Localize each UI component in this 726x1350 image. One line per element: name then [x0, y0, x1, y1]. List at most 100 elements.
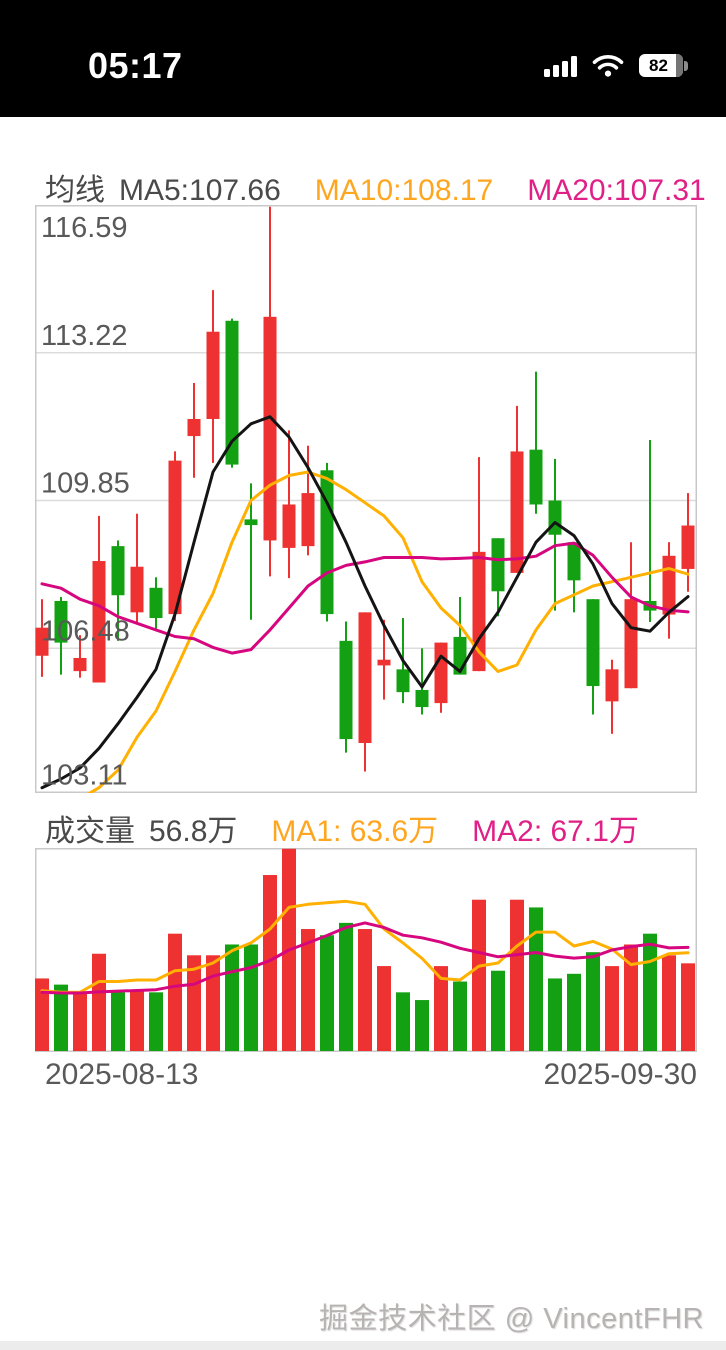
volume-chart[interactable]: [35, 848, 697, 1052]
volume-bar: [453, 981, 467, 1051]
volume-bar: [586, 952, 600, 1051]
y-tick-label: 109.85: [41, 468, 130, 500]
candle-body: [339, 640, 353, 740]
volume-ma2-value: MA2: 67.1万: [472, 815, 639, 848]
volume-bar: [681, 963, 695, 1051]
candle-body: [282, 504, 296, 548]
candle-body: [92, 561, 106, 683]
y-tick-label: 106.48: [41, 615, 130, 647]
candle-body: [434, 642, 448, 704]
volume-current-value: 56.8万: [149, 815, 238, 848]
volume-border: [35, 848, 697, 1052]
ma20-value: MA20:107.31: [527, 174, 706, 207]
volume-bar: [643, 933, 657, 1051]
x-axis-dates: 2025-08-13 2025-09-30: [45, 1058, 697, 1092]
clock-label: 05:17: [88, 44, 183, 86]
kline-header: 均线 MA5:107.66 MA10:108.17 MA20:107.31: [45, 165, 706, 209]
kline-chart[interactable]: 116.59 113.22 109.85 106.48 103.11: [35, 205, 697, 793]
volume-bar: [149, 992, 163, 1051]
candle-body: [586, 599, 600, 687]
volume-bar: [567, 973, 581, 1051]
ma10-value: MA10:108.17: [314, 174, 494, 207]
candle-body: [358, 612, 372, 744]
volume-bar: [54, 984, 68, 1051]
candle-body: [529, 449, 543, 505]
volume-bar: [206, 955, 220, 1051]
volume-bar: [244, 944, 258, 1051]
volume-bar: [339, 922, 353, 1051]
candle-body: [206, 331, 220, 419]
candles-group: [35, 206, 695, 772]
volume-bar: [624, 944, 638, 1051]
volume-bar: [605, 966, 619, 1051]
candle-body: [168, 460, 182, 615]
y-tick-label: 116.59: [41, 212, 128, 244]
volume-bar: [396, 992, 410, 1051]
candle-body: [130, 566, 144, 613]
volume-bar: [111, 992, 125, 1051]
ma10-line: [86, 470, 690, 793]
candle-body: [73, 657, 87, 672]
volume-bar: [73, 992, 87, 1051]
candle-body: [605, 669, 619, 702]
candle-body: [244, 519, 258, 526]
volume-bar: [662, 955, 676, 1051]
volume-bar: [130, 990, 144, 1051]
volume-bar: [301, 929, 315, 1051]
y-tick-label: 113.22: [41, 320, 128, 352]
volume-bar: [92, 953, 106, 1051]
ma-title-label: 均线: [45, 174, 105, 207]
volume-bar: [434, 966, 448, 1051]
candle-body: [187, 418, 201, 437]
battery-empty-segment: [676, 54, 683, 77]
status-bar: 05:17 82: [0, 0, 726, 117]
volume-ma1-line: [40, 899, 690, 994]
ma5-value: MA5:107.66: [119, 174, 281, 207]
volume-ma1-value: MA1: 63.6万: [271, 815, 439, 848]
volume-header: 成交量 56.8万 MA1: 63.6万 MA2: 67.1万: [45, 806, 639, 850]
y-tick-label: 103.11: [41, 760, 128, 792]
wifi-icon: [591, 53, 625, 78]
candle-body: [111, 546, 125, 596]
candle-body: [396, 669, 410, 693]
candle-body: [662, 555, 676, 615]
candle-body: [377, 659, 391, 666]
y-axis-labels: 116.59 113.22 109.85 106.48 103.11: [41, 212, 130, 792]
volume-bar: [168, 933, 182, 1051]
battery-icon: 82: [639, 54, 688, 77]
volume-bar: [472, 899, 486, 1051]
start-date-label: 2025-08-13: [45, 1058, 199, 1091]
ma5-line: [40, 415, 690, 790]
battery-level: 82: [649, 55, 668, 75]
candle-body: [149, 587, 163, 619]
battery-nub: [684, 60, 688, 71]
kline-border: [35, 205, 697, 793]
volume-bar: [491, 970, 505, 1051]
volume-bar: [377, 966, 391, 1051]
candle-body: [491, 538, 505, 592]
candle-body: [35, 627, 49, 656]
watermark-label: 掘金技术社区 @ VincentFHR: [319, 1303, 704, 1335]
candle-body: [681, 525, 695, 569]
volume-bar: [548, 978, 562, 1051]
volume-bar: [529, 907, 543, 1051]
home-indicator-strip: [0, 1341, 726, 1350]
volume-bar: [510, 899, 524, 1051]
end-date-label: 2025-09-30: [543, 1058, 697, 1091]
candle-body: [225, 320, 239, 465]
volume-bar: [225, 944, 239, 1051]
volume-bar: [35, 978, 49, 1051]
volume-bar: [187, 955, 201, 1051]
status-icons: 82: [544, 53, 688, 78]
volume-bar: [358, 929, 372, 1051]
candle-body: [301, 493, 315, 547]
candle-body: [54, 600, 68, 643]
volume-bars-group: [35, 848, 695, 1051]
cellular-signal-icon: [544, 55, 577, 77]
candle-body: [472, 551, 486, 672]
candle-body: [263, 316, 277, 541]
candle-body: [567, 542, 581, 581]
candle-body: [510, 451, 524, 573]
candle-body: [415, 689, 429, 708]
